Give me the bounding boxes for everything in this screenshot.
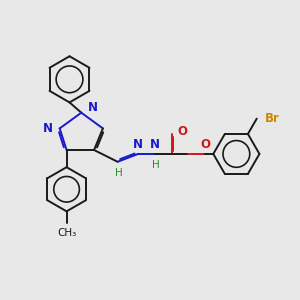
Text: H: H: [152, 160, 160, 170]
Text: N: N: [43, 122, 53, 135]
Text: H: H: [115, 168, 122, 178]
Text: N: N: [150, 138, 160, 151]
Text: O: O: [200, 138, 210, 151]
Text: N: N: [88, 101, 98, 114]
Text: Br: Br: [265, 112, 280, 125]
Text: N: N: [133, 138, 143, 151]
Text: O: O: [178, 125, 188, 138]
Text: CH₃: CH₃: [57, 228, 76, 238]
